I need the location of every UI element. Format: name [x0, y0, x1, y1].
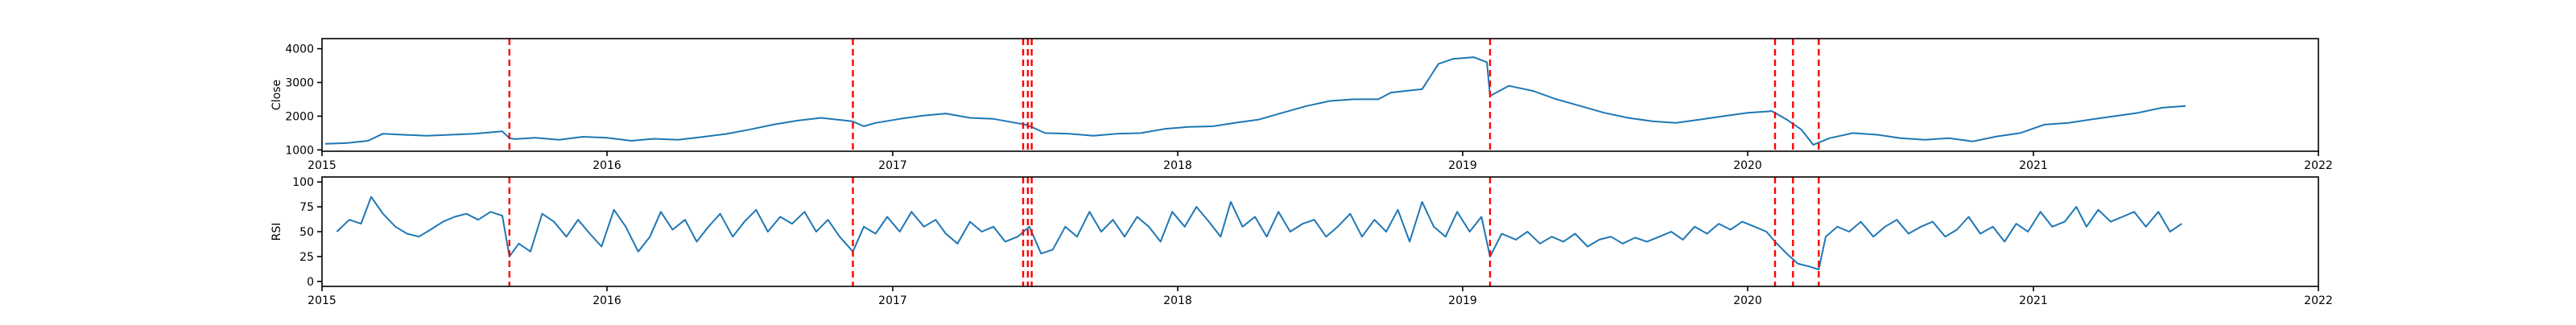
close-x-tick-label-1: 2016 — [592, 159, 621, 172]
rsi-x-tick-label-0: 2015 — [308, 294, 336, 307]
rsi-y-axis-label: RSI — [270, 223, 283, 241]
close-x-tick-label-5: 2020 — [1733, 159, 1762, 172]
rsi-x-tick-label-6: 2021 — [2019, 294, 2048, 307]
rsi-y-tick-label-0: 0 — [307, 276, 314, 289]
rsi-x-tick-label-3: 2018 — [1163, 294, 1192, 307]
close-x-tick-label-6: 2021 — [2019, 159, 2048, 172]
rsi-axes-frame — [321, 176, 2319, 287]
rsi-x-tick-label-4: 2019 — [1448, 294, 1477, 307]
close-y-tick-label-1: 2000 — [285, 110, 314, 123]
close-series-line-0 — [324, 56, 2186, 146]
rsi-y-tick-label-2: 50 — [299, 226, 314, 239]
rsi-y-tick-label-1: 25 — [299, 251, 314, 264]
close-x-tick-label-7: 2022 — [2304, 159, 2333, 172]
rsi-x-tick-label-5: 2020 — [1733, 294, 1762, 307]
close-price-panel: 2015 2016 2017 2018 2019 2020 2021 2022 1000 2000… — [270, 38, 2333, 172]
rsi-x-tick-label-1: 2016 — [592, 294, 621, 307]
rsi-y-tick-label-3: 75 — [299, 201, 314, 214]
close-x-tick-label-2: 2017 — [878, 159, 907, 172]
rsi-y-tick-label-4: 100 — [292, 176, 314, 189]
close-y-tick-label-3: 4000 — [285, 43, 314, 56]
close-x-tick-label-0: 2015 — [308, 159, 336, 172]
close-y-tick-label-2: 3000 — [285, 76, 314, 89]
rsi-x-tick-label-2: 2017 — [878, 294, 907, 307]
close-x-tick-label-4: 2019 — [1448, 159, 1477, 172]
close-axes-frame — [321, 38, 2319, 152]
rsi-panel: 2015 2016 2017 2018 2019 2020 2021 2022 0 25 50 75 1… — [270, 176, 2333, 307]
close-x-tick-label-3: 2018 — [1163, 159, 1192, 172]
close-y-tick-label-0: 1000 — [285, 144, 314, 157]
rsi-series-line-0 — [336, 195, 2182, 270]
close-y-axis-label: Close — [270, 80, 283, 110]
rsi-x-tick-label-7: 2022 — [2304, 294, 2333, 307]
